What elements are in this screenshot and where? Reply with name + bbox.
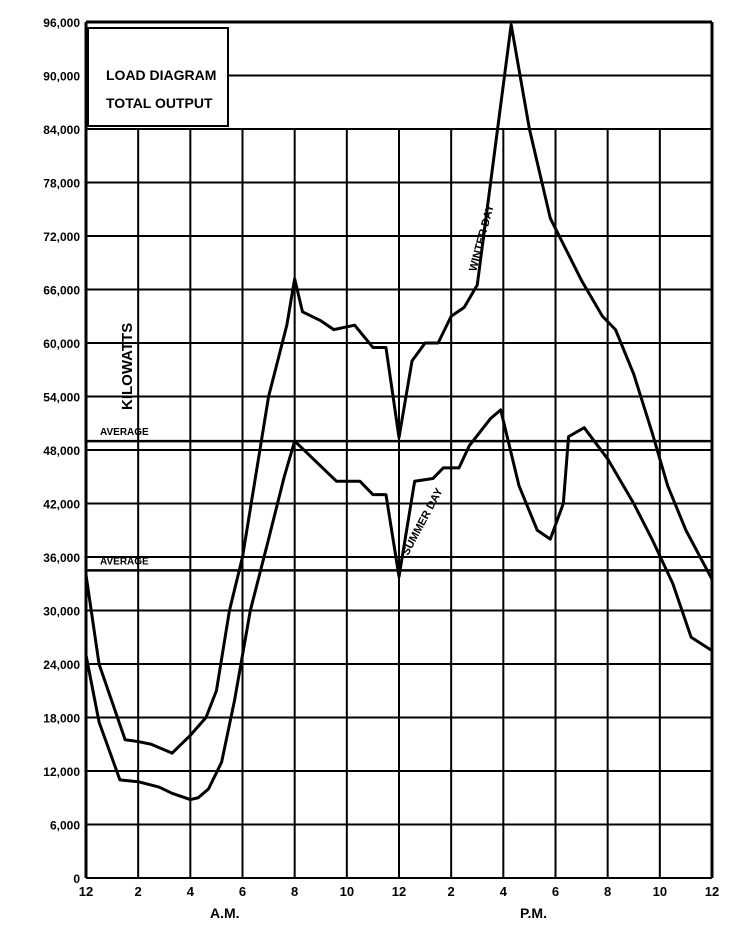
series-lines: [84, 23, 714, 802]
summer-day-line: [84, 408, 713, 802]
y-tick-labels: 0 6,000 12,000 18,000 24,000 30,000 36,000 42,0…: [43, 16, 80, 886]
y-tick-label: 84,000: [43, 123, 80, 137]
x-tick-labels: 12 2 4 6 8 10 12 2 4 6 8 10 12: [79, 884, 719, 899]
winter-day-label: WINTER DAY: [467, 203, 497, 273]
am-label: A.M.: [210, 905, 240, 921]
pm-label: P.M.: [520, 905, 547, 921]
average-label: AVERAGE: [100, 556, 149, 567]
y-tick-label: 66,000: [43, 284, 80, 298]
y-tick-label: 48,000: [43, 444, 80, 458]
x-tick-label: 4: [187, 884, 195, 899]
y-tick-label: 72,000: [43, 230, 80, 244]
y-tick-label: 24,000: [43, 658, 80, 672]
grid: [84, 20, 714, 879]
y-tick-label: 90,000: [43, 70, 80, 84]
x-tick-label: 8: [604, 884, 611, 899]
y-tick-label: 30,000: [43, 605, 80, 619]
x-tick-label: 12: [392, 884, 406, 899]
y-tick-label: 0: [73, 872, 80, 886]
x-tick-label: 6: [239, 884, 246, 899]
y-axis-label: KILOWATTS: [119, 323, 136, 410]
x-tick-label: 2: [448, 884, 455, 899]
x-tick-label: 2: [135, 884, 142, 899]
x-tick-label: 8: [291, 884, 298, 899]
y-tick-label: 36,000: [43, 551, 80, 565]
x-tick-label: 10: [340, 884, 354, 899]
y-tick-label: 60,000: [43, 337, 80, 351]
x-tick-label: 10: [653, 884, 667, 899]
chart-title-line1: LOAD DIAGRAM: [106, 67, 216, 83]
x-tick-label: 6: [552, 884, 559, 899]
y-tick-label: 42,000: [43, 498, 80, 512]
winter-day-line: [84, 23, 714, 755]
y-tick-label: 96,000: [43, 16, 80, 30]
y-tick-label: 54,000: [43, 391, 80, 405]
y-tick-label: 6,000: [50, 819, 80, 833]
x-tick-label: 12: [705, 884, 719, 899]
chart-title-line2: TOTAL OUTPUT: [106, 95, 213, 111]
title-box: [87, 27, 229, 127]
y-tick-label: 18,000: [43, 712, 80, 726]
average-label: AVERAGE: [100, 427, 149, 438]
y-tick-label: 78,000: [43, 177, 80, 191]
x-tick-label: 4: [500, 884, 508, 899]
y-tick-label: 12,000: [43, 765, 80, 779]
x-tick-label: 12: [79, 884, 93, 899]
